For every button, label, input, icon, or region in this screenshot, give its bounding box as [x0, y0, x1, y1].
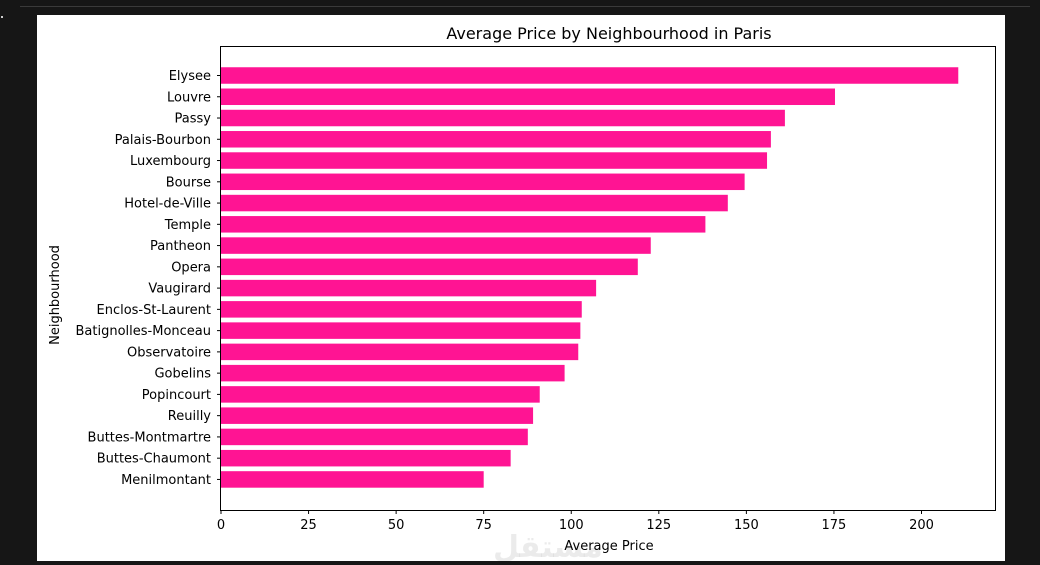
x-ticks: 0 25 50 75 100 125 150 175 200 [217, 510, 934, 533]
bar-palais-bourbon [221, 131, 771, 148]
bar-menilmontant [221, 471, 484, 488]
x-tick-label: 25 [300, 518, 317, 533]
bar-temple [221, 216, 706, 233]
y-tick-label: Menilmontant [121, 473, 211, 488]
y-tick-label: Popincourt [142, 388, 211, 403]
x-tick-label: 200 [909, 518, 934, 533]
bar-gobelins [221, 364, 565, 382]
y-tick-label: Opera [171, 260, 211, 275]
x-tick-label: 50 [388, 518, 405, 533]
bar-bourse [221, 173, 745, 191]
x-tick-label: 100 [559, 518, 584, 533]
x-tick-label: 0 [217, 518, 225, 533]
bar-elysee [221, 67, 959, 84]
y-tick-label: Buttes-Montmartre [88, 430, 211, 445]
y-tick-label: Vaugirard [148, 282, 211, 297]
bar-opera [221, 258, 638, 276]
bar-buttes-montmartre [221, 428, 528, 446]
chart-figure: Average Price by Neighbourhood in Paris … [37, 15, 1005, 565]
plot-frame [220, 46, 996, 511]
y-tick-label: Palais-Bourbon [115, 133, 211, 148]
bars-group [221, 67, 959, 488]
bar-passy [221, 109, 785, 127]
x-tick-label: 175 [822, 518, 847, 533]
y-tick-label: Temple [164, 218, 211, 233]
y-tick-label: Elysee [169, 69, 211, 84]
bar-louvre [221, 88, 835, 106]
bar-batignolles-monceau [221, 322, 581, 339]
x-tick-label: 150 [734, 518, 759, 533]
bar-reuilly [221, 407, 534, 424]
bar-pantheon [221, 237, 651, 254]
bar-enclos-st-laurent [221, 301, 582, 318]
bar-buttes-chaumont [221, 449, 511, 467]
y-tick-label: Gobelins [154, 367, 211, 382]
y-axis-label: Neighbourhood [48, 245, 63, 345]
bar-hotel-de-ville [221, 194, 728, 212]
y-tick-label: Enclos-St-Laurent [96, 303, 211, 318]
chart-title: Average Price by Neighbourhood in Paris [446, 24, 771, 43]
y-tick-label: Hotel-de-Ville [124, 197, 211, 212]
x-axis-label: Average Price [564, 539, 653, 554]
y-tick-label: Batignolles-Monceau [76, 324, 211, 339]
window-top-border [20, 0, 1030, 7]
y-tick-label: Passy [175, 112, 212, 127]
y-tick-label: Luxembourg [130, 154, 211, 169]
bar-luxembourg [221, 152, 768, 169]
y-tick-label: Observatoire [127, 345, 211, 360]
bar-vaugirard [221, 279, 597, 297]
y-tick-label: Buttes-Chaumont [97, 452, 211, 467]
y-tick-label: Bourse [166, 175, 211, 190]
watermark-logo: مستقل [493, 530, 603, 565]
bar-observatoire [221, 343, 579, 361]
y-tick-label: Pantheon [150, 239, 211, 254]
bar-popincourt [221, 386, 540, 403]
x-tick-label: 75 [475, 518, 492, 533]
y-tick-label: Reuilly [168, 409, 212, 424]
x-tick-label: 125 [646, 518, 671, 533]
corner-dot [1, 16, 3, 18]
chart-svg: Average Price by Neighbourhood in Paris … [48, 24, 996, 554]
y-tick-labels: Elysee Louvre Passy Palais-Bourbon Luxembour… [76, 69, 221, 488]
y-tick-label: Louvre [167, 90, 211, 105]
